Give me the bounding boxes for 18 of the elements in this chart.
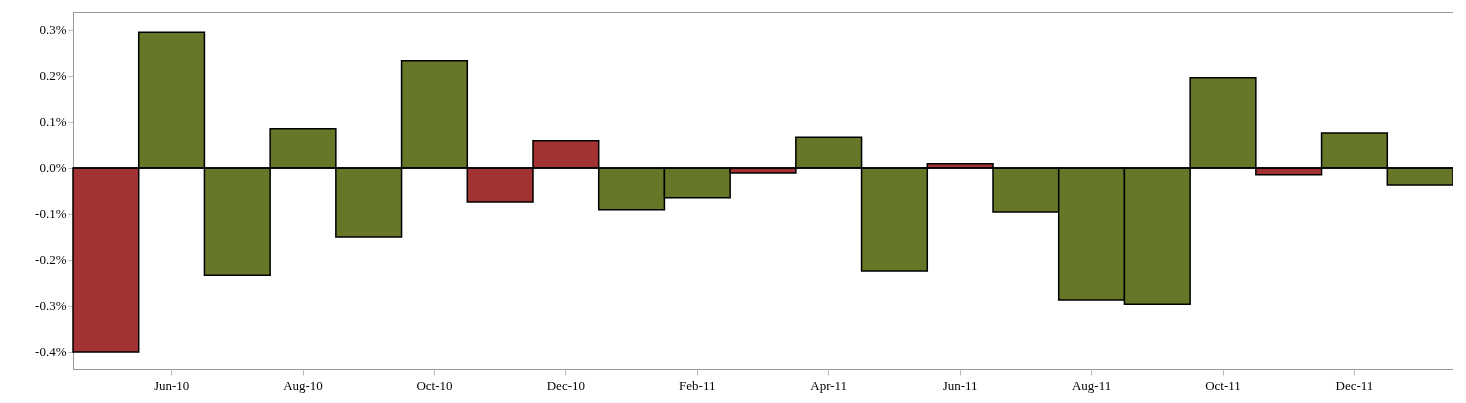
x-tick-label: Aug-11 bbox=[1071, 377, 1112, 393]
x-tick-label: Jun-10 bbox=[153, 377, 190, 393]
y-tick-label: -0.2% bbox=[35, 252, 67, 268]
y-tick-label: -0.3% bbox=[35, 298, 67, 314]
y-tick-label: 0.3% bbox=[39, 22, 67, 38]
x-tick-label: Aug-10 bbox=[283, 377, 323, 393]
x-tick-label: Jun-11 bbox=[942, 377, 978, 393]
y-tick-label: 0.2% bbox=[39, 68, 67, 84]
x-tick-label: Oct-10 bbox=[416, 377, 453, 393]
y-tick-label: 0.1% bbox=[39, 114, 67, 130]
x-tick-label: Apr-11 bbox=[810, 377, 848, 393]
y-tick-label: 0.0% bbox=[39, 160, 67, 176]
x-tick-label: Oct-11 bbox=[1205, 377, 1241, 393]
y-tick-label: -0.1% bbox=[35, 206, 67, 222]
x-tick-label: Feb-11 bbox=[679, 377, 716, 393]
x-tick-label: Dec-11 bbox=[1335, 377, 1374, 393]
x-tick-label: Dec-10 bbox=[546, 377, 585, 393]
y-tick-label: -0.4% bbox=[35, 344, 67, 360]
